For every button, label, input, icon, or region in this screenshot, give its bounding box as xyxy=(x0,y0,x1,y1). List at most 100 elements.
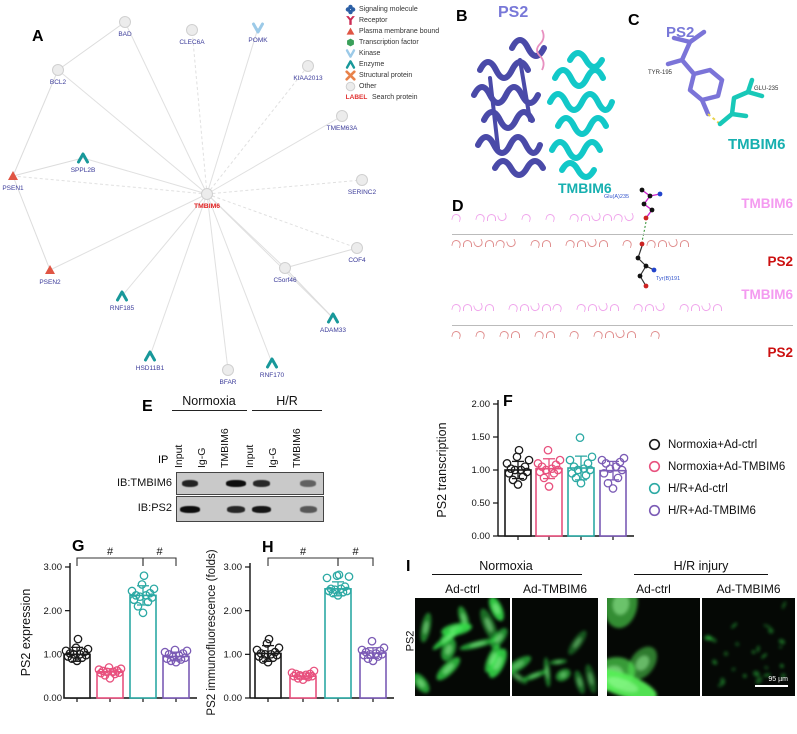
legend-item-label: Search protein xyxy=(372,94,418,101)
legend-item-label: Other xyxy=(359,83,377,90)
network-edge xyxy=(12,175,208,195)
data-point xyxy=(367,636,377,646)
panel-d-ps2-label: PS2 xyxy=(767,345,793,360)
network-node-cof4: COF4 xyxy=(348,242,366,264)
panel-letter-a: A xyxy=(32,28,44,45)
data-point xyxy=(116,664,126,674)
blot-band xyxy=(226,480,246,487)
legend-item-kinase: Kinase xyxy=(344,48,474,59)
data-point xyxy=(587,452,597,462)
blot-band xyxy=(299,505,317,513)
data-point xyxy=(73,634,83,644)
data-point xyxy=(307,671,317,681)
micrograph-normoxia-ad-tmbim6 xyxy=(504,598,598,696)
panel-d-tmbim6-label: TMBIM6 xyxy=(741,287,793,302)
data-point xyxy=(112,666,122,675)
svg-text:KIAA2013: KIAA2013 xyxy=(293,75,323,82)
panel-b-ps2-label: PS2 xyxy=(498,4,529,21)
svg-text:BAD: BAD xyxy=(118,31,132,38)
scale-bar-label: 95 µm xyxy=(768,676,788,683)
y-axis-label: PS2 immunofluorescence (folds) xyxy=(206,549,218,715)
micro-col-label-h-r-injury-ad-tmbim6: Ad-TMBIM6 xyxy=(716,582,781,596)
svg-text:TMEM63A: TMEM63A xyxy=(327,125,358,132)
svg-text:0.50: 0.50 xyxy=(472,498,491,509)
alignment-divider xyxy=(452,234,793,235)
residue-sticks: TYR-195 GLU-235 xyxy=(648,29,779,127)
panel-letter-h: H xyxy=(262,539,274,556)
panel-d-ps2-label: PS2 xyxy=(767,254,793,269)
svg-text:1.00: 1.00 xyxy=(472,465,491,476)
network-edge xyxy=(124,21,208,195)
y-axis-label: PS2 expression xyxy=(19,589,33,677)
blot-band xyxy=(180,505,200,513)
panel-d-alignment: Glu(A)235 Tyr(B)191 TMBIM6 PS2 TMBIM6 PS2 xyxy=(448,187,797,398)
network-node-serinc2: SERINC2 xyxy=(348,174,376,196)
data-point xyxy=(309,666,319,676)
svg-text:2.00: 2.00 xyxy=(44,606,63,617)
enzyme-icon xyxy=(344,59,357,70)
network-edge xyxy=(206,193,229,371)
blot-band xyxy=(182,480,198,487)
data-point xyxy=(94,665,104,674)
y-axis-label: PS2 transcription xyxy=(435,422,449,517)
other-icon xyxy=(344,81,357,92)
data-point xyxy=(330,585,340,595)
legend-marker-icon xyxy=(648,482,661,495)
data-point xyxy=(287,668,297,678)
data-point xyxy=(274,643,284,653)
data-point xyxy=(379,643,389,653)
data-point xyxy=(133,601,143,611)
network-node-bfar: BFAR xyxy=(220,364,237,386)
network-node-bcl2: BCL2 xyxy=(50,64,67,86)
network-node-rnf185: RNF185 xyxy=(110,290,135,312)
bar-h-r-ad-ctrl xyxy=(324,588,352,699)
data-point xyxy=(322,573,332,583)
chart-ps2-immunofluorescence: 0.00 1.00 2.00 3.00 PS2 immunofluorescence (… xyxy=(205,530,405,734)
svg-text:POMK: POMK xyxy=(248,37,268,44)
svg-text:RNF185: RNF185 xyxy=(110,305,135,312)
data-point xyxy=(597,455,607,465)
chart-legend-label: Normoxia+Ad-ctrl xyxy=(668,438,758,451)
significance-bracket xyxy=(76,557,144,566)
micrograph-hr-ad-ctrl xyxy=(588,580,700,701)
legend-item-receptor: Receptor xyxy=(344,15,474,26)
data-point xyxy=(301,670,311,680)
micro-col-label-h-r-injury-ad-ctrl: Ad-ctrl xyxy=(636,582,671,596)
legend-marker-icon xyxy=(648,504,661,517)
network-node-adam33: ADAM33 xyxy=(320,312,346,334)
network-node-psen1: PSEN1 xyxy=(2,171,24,192)
ip-label: IP xyxy=(158,454,169,466)
legend-marker-icon xyxy=(648,460,661,473)
mol-top-residue-label: Glu(A)235 xyxy=(604,194,629,200)
data-point xyxy=(583,459,593,468)
data-point xyxy=(340,582,350,592)
blot-band xyxy=(227,505,245,513)
kinase-icon xyxy=(344,48,357,59)
data-point xyxy=(613,473,623,483)
data-point xyxy=(555,455,565,465)
data-point xyxy=(263,657,273,667)
blot-strip-ib-tmbim6 xyxy=(176,472,324,495)
data-point xyxy=(522,467,532,477)
data-point xyxy=(295,670,305,680)
network-node-bad: BAD xyxy=(118,16,132,38)
blot-group-normoxia: Normoxia xyxy=(182,394,236,408)
data-point xyxy=(324,586,334,596)
svg-text:PSEN2: PSEN2 xyxy=(39,279,61,286)
svg-text:2.00: 2.00 xyxy=(224,606,243,617)
network-edge xyxy=(284,267,334,319)
data-point xyxy=(149,584,159,594)
panel-c-ps2-label: PS2 xyxy=(666,24,695,41)
panel-i-micrographs: PS2 Normoxia Ad-ctrl Ad-TMBIM6 H/R injury Ad… xyxy=(402,555,797,734)
blot-row-label-ib-tmbim6: IB:TMBIM6 xyxy=(116,476,172,489)
data-point xyxy=(508,475,518,485)
legend-item-label: Enzyme xyxy=(359,61,385,68)
group-underline xyxy=(172,410,247,411)
network-edge xyxy=(12,69,59,177)
blot-row-label-ib-ps2: IB:PS2 xyxy=(137,502,172,514)
panel-letter-b: B xyxy=(456,8,468,25)
data-point xyxy=(513,480,523,489)
data-point xyxy=(344,572,354,581)
data-point xyxy=(71,643,81,653)
